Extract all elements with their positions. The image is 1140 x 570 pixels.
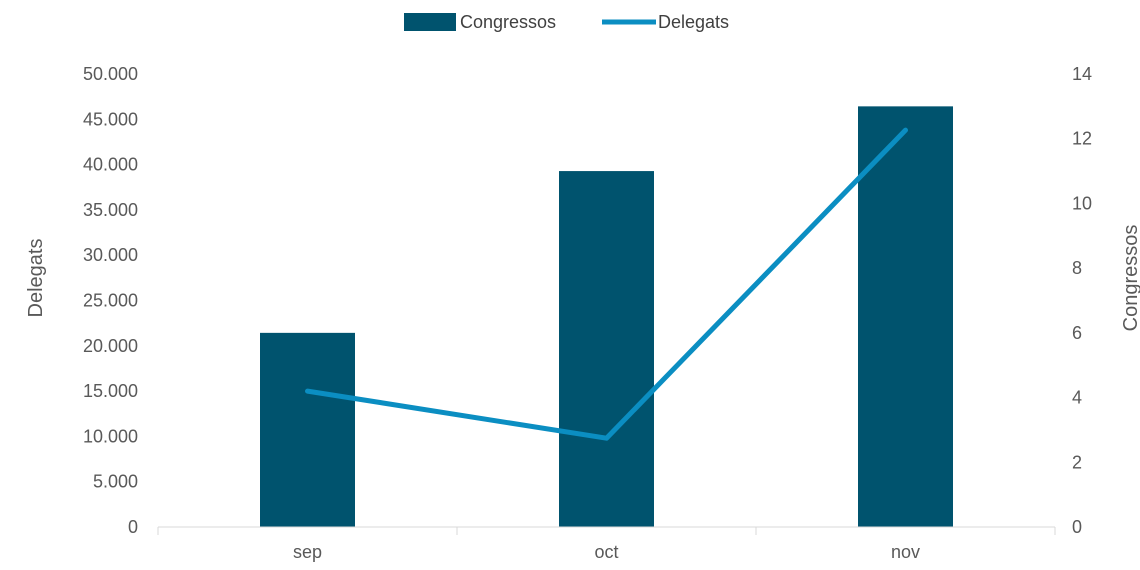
legend-congressos-label: Congressos [460, 12, 556, 32]
left-axis-title: Delegats [25, 239, 47, 318]
left-tick-label: 45.000 [83, 109, 138, 129]
right-tick-label: 8 [1072, 258, 1082, 278]
congressos-bar [260, 332, 355, 527]
left-tick-label: 25.000 [83, 291, 138, 311]
category-label: nov [891, 542, 920, 562]
right-axis-title: Congressos [1120, 225, 1140, 332]
delegats-line-layer [305, 127, 908, 441]
right-tick-label: 10 [1072, 193, 1092, 213]
left-tick-label: 40.000 [83, 155, 138, 175]
right-tick-label: 6 [1072, 323, 1082, 343]
left-tick-label: 50.000 [83, 64, 138, 84]
legend-congressos-swatch [404, 13, 456, 31]
legend-delegats-label: Delegats [658, 12, 729, 32]
x-axis [157, 526, 1056, 535]
congressos-bar [559, 171, 654, 528]
right-tick-label: 2 [1072, 452, 1082, 472]
right-axis-ticks: 0 2 4 6 8 10 12 14 [1072, 64, 1092, 537]
left-tick-label: 0 [128, 517, 138, 537]
left-tick-label: 10.000 [83, 426, 138, 446]
right-tick-label: 4 [1072, 388, 1082, 408]
left-tick-label: 15.000 [83, 381, 138, 401]
right-tick-label: 0 [1072, 517, 1082, 537]
left-tick-label: 20.000 [83, 336, 138, 356]
delegats-line [305, 127, 908, 441]
category-labels: sep oct nov [293, 542, 920, 562]
congressos-bars [260, 106, 953, 528]
legend: Congressos Delegats [404, 12, 729, 32]
congressos-bar [858, 106, 953, 527]
right-tick-label: 14 [1072, 64, 1092, 84]
left-axis-ticks: 0 5.000 10.000 15.000 20.000 25.000 30.000 35.0… [83, 64, 138, 537]
left-tick-label: 30.000 [83, 245, 138, 265]
category-label: sep [293, 542, 322, 562]
category-label: oct [594, 542, 618, 562]
right-tick-label: 12 [1072, 129, 1092, 149]
left-tick-label: 5.000 [93, 472, 138, 492]
left-tick-label: 35.000 [83, 200, 138, 220]
